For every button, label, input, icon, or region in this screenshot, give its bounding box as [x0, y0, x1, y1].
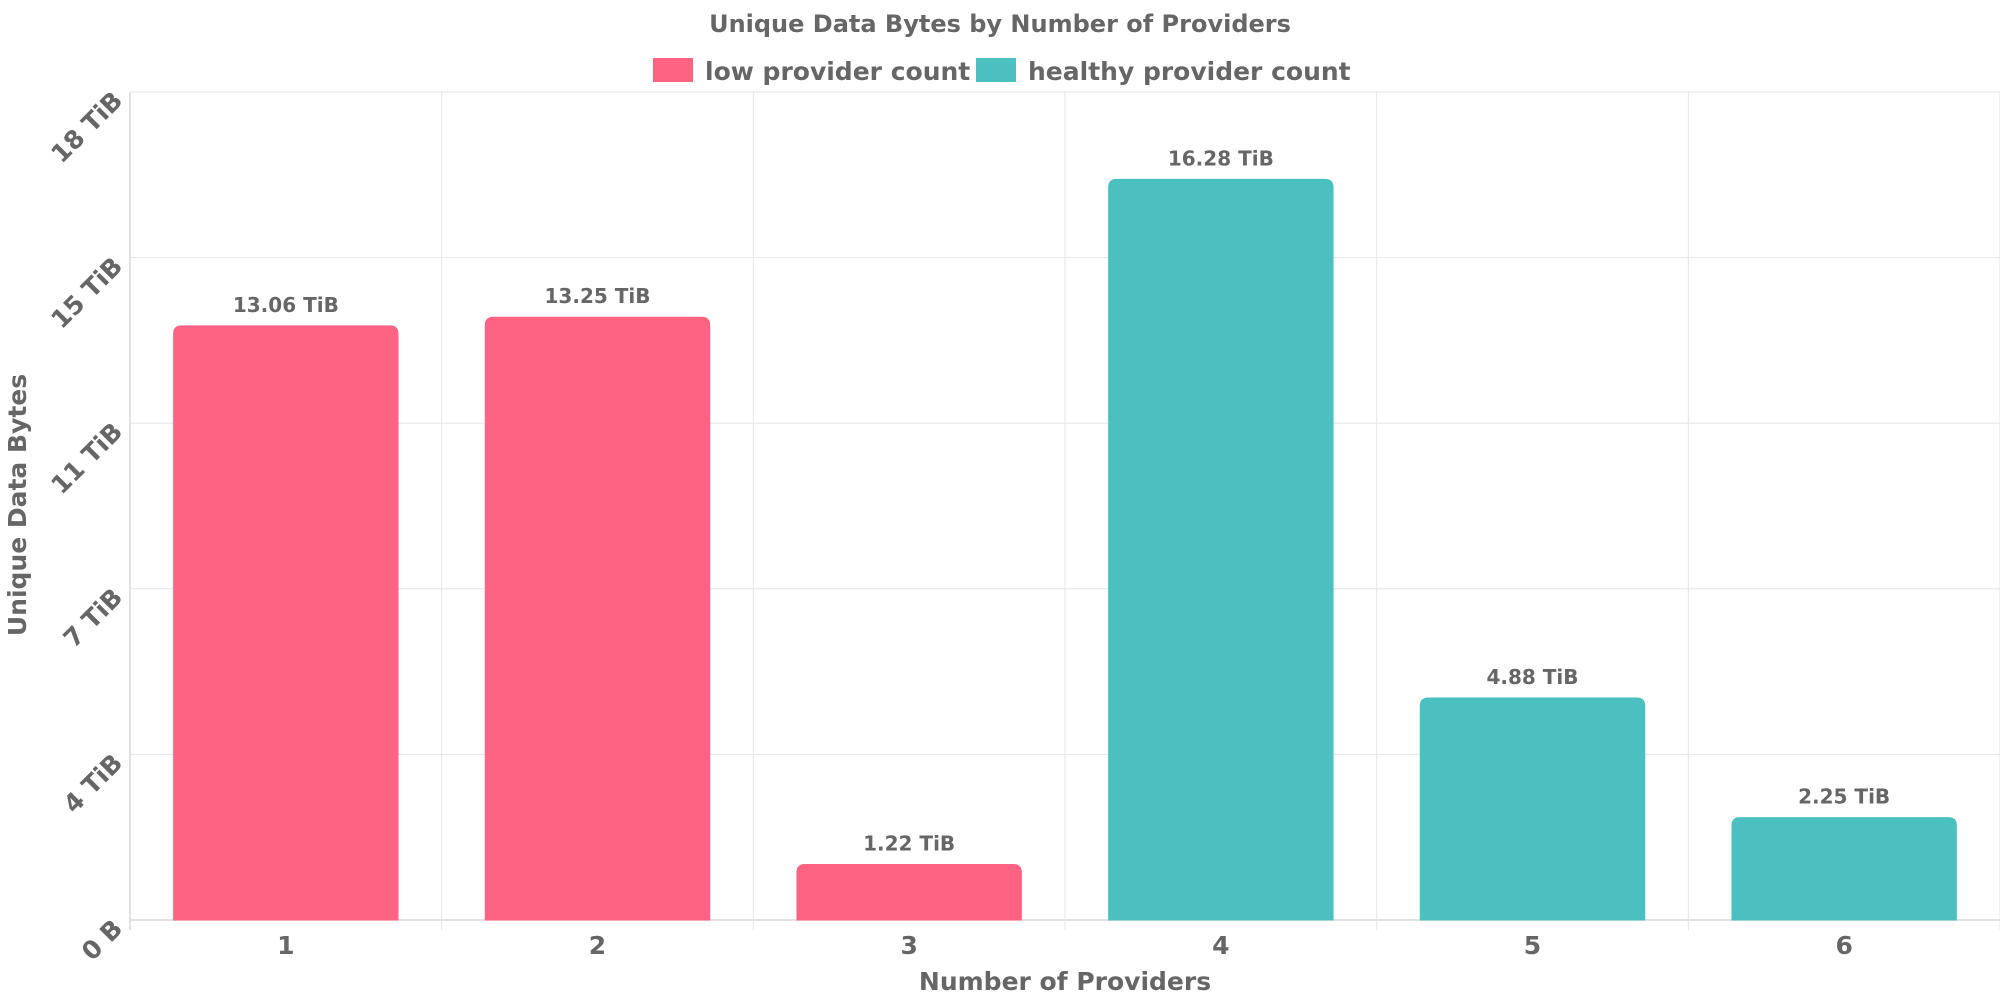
bar-4[interactable]	[1108, 178, 1334, 921]
data-label: 1.22 TiB	[863, 831, 955, 855]
y-tick-label: 7 TiB	[58, 583, 129, 654]
data-label: 2.25 TiB	[1798, 785, 1890, 809]
grid-lines	[129, 91, 2000, 930]
chart-title: Unique Data Bytes by Number of Providers	[709, 10, 1291, 38]
x-axis-ticks: 1 2 3 4 5 6	[277, 931, 1853, 960]
y-tick-label: 11 TiB	[45, 417, 128, 500]
bar-6[interactable]	[1731, 817, 1957, 921]
legend-swatch	[653, 58, 693, 82]
x-axis-title: Number of Providers	[919, 967, 1211, 996]
bar-5[interactable]	[1419, 697, 1646, 921]
bar-3[interactable]	[796, 863, 1022, 921]
data-label: 4.88 TiB	[1486, 665, 1578, 689]
bars-group	[173, 178, 1957, 921]
legend-label: healthy provider count	[1028, 57, 1351, 86]
y-tick-label: 4 TiB	[58, 748, 129, 819]
legend-item[interactable]: healthy provider count	[976, 57, 1351, 86]
y-tick-label: 15 TiB	[45, 251, 128, 334]
x-tick-label: 6	[1835, 931, 1852, 960]
chart-legend: low provider count healthy provider count	[653, 57, 1351, 86]
legend-swatch	[976, 58, 1016, 82]
x-tick-label: 3	[900, 931, 917, 960]
data-label: 13.25 TiB	[545, 284, 651, 308]
x-tick-label: 4	[1212, 931, 1229, 960]
y-axis-title: Unique Data Bytes	[3, 374, 32, 636]
legend-item[interactable]: low provider count	[653, 57, 970, 86]
y-tick-label: 18 TiB	[45, 86, 128, 169]
y-tick-label: 0 B	[76, 914, 128, 966]
data-label: 13.06 TiB	[233, 293, 339, 317]
y-axis-ticks: 0 B 4 TiB 7 TiB 11 TiB 15 TiB 18 TiB	[45, 86, 128, 966]
data-labels-group: 13.06 TiB 13.25 TiB 1.22 TiB 16.28 TiB 4.88 …	[233, 146, 1890, 855]
x-tick-label: 2	[589, 931, 606, 960]
x-tick-label: 5	[1524, 931, 1541, 960]
x-tick-label: 1	[277, 931, 294, 960]
bar-1[interactable]	[173, 325, 399, 921]
bar-2[interactable]	[484, 316, 711, 921]
data-label: 16.28 TiB	[1168, 146, 1274, 170]
legend-label: low provider count	[705, 57, 970, 86]
